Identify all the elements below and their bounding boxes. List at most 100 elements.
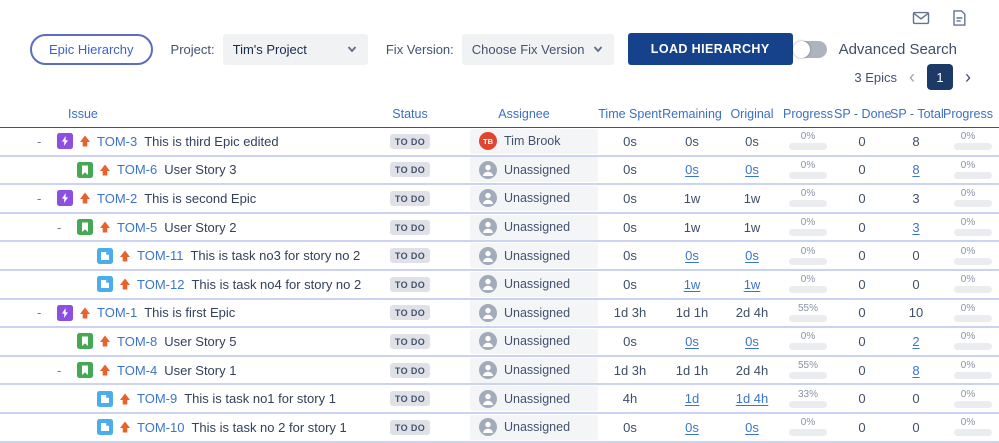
original-value: 2d 4h — [735, 305, 769, 321]
sp-done-value: 0 — [858, 276, 866, 292]
assignee-name: Unassigned — [504, 220, 571, 235]
remaining-value[interactable]: 0s — [685, 162, 699, 178]
table-row: TOM-10 This is task no 2 for story 1 TO … — [0, 414, 999, 443]
sp-progress: 0% — [942, 160, 994, 179]
issue-key-link[interactable]: TOM-1 — [97, 305, 138, 321]
issue-key-link[interactable]: TOM-6 — [117, 162, 158, 178]
assignee-cell: Unassigned — [450, 357, 598, 384]
load-hierarchy-button[interactable]: LOAD HIERARCHY — [627, 33, 793, 65]
status-cell: TO DO — [370, 248, 450, 264]
remaining-value[interactable]: 0s — [685, 248, 699, 264]
sp-total-value[interactable]: 2 — [912, 333, 920, 349]
assignee-field[interactable]: Unassigned — [470, 414, 598, 440]
status-badge: TO DO — [389, 391, 431, 407]
issue-cell: - TOM-1 This is first Epic — [28, 304, 370, 321]
priority-high-icon — [98, 363, 112, 377]
assignee-field[interactable]: Unassigned — [470, 214, 598, 240]
fix-version-select[interactable]: Choose Fix Version — [461, 33, 614, 65]
assignee-field[interactable]: Unassigned — [470, 271, 598, 297]
collapse-toggle[interactable]: - — [57, 219, 62, 235]
issue-cell: - TOM-3 This is third Epic edited — [28, 133, 370, 150]
issue-summary: User Story 3 — [164, 162, 237, 178]
sp-progress-bar — [954, 200, 992, 208]
sp-total-value[interactable]: 8 — [912, 162, 920, 178]
collapse-toggle[interactable]: - — [57, 362, 62, 378]
sp-total-value[interactable]: 8 — [912, 362, 920, 378]
original-value[interactable]: 0s — [745, 419, 759, 435]
unassigned-avatar-icon — [479, 275, 497, 294]
assignee-cell: Unassigned — [450, 185, 598, 212]
original-value[interactable]: 1w — [743, 276, 761, 292]
collapse-toggle[interactable]: - — [37, 133, 42, 149]
time-spent-value: 0s — [623, 276, 637, 292]
remaining-value[interactable]: 1d — [684, 391, 700, 407]
assignee-field[interactable]: TB Tim Brook — [470, 128, 598, 154]
sp-total-value[interactable]: 3 — [912, 219, 920, 235]
document-icon[interactable] — [949, 8, 969, 28]
remaining-value[interactable]: 0s — [685, 333, 699, 349]
epic-hierarchy-tab[interactable]: Epic Hierarchy — [30, 33, 153, 65]
assignee-field[interactable]: Unassigned — [470, 300, 598, 326]
prev-page-icon[interactable]: ‹ — [909, 67, 915, 87]
task-icon — [97, 419, 113, 436]
issue-key-link[interactable]: TOM-12 — [137, 276, 185, 292]
sp-progress: 0% — [942, 218, 994, 237]
assignee-cell: Unassigned — [450, 271, 598, 298]
chevron-down-icon — [347, 46, 357, 53]
assignee-field[interactable]: Unassigned — [470, 328, 598, 354]
status-cell: TO DO — [370, 190, 450, 206]
assignee-field[interactable]: Unassigned — [470, 243, 598, 269]
original-value[interactable]: 0s — [745, 162, 759, 178]
time-progress-label: 0% — [800, 131, 816, 143]
remaining-value[interactable]: 0s — [685, 419, 699, 435]
issue-key-link[interactable]: TOM-9 — [137, 391, 178, 407]
issue-key-link[interactable]: TOM-10 — [137, 419, 185, 435]
col-sp-progress: Progress — [942, 106, 994, 121]
assignee-field[interactable]: Unassigned — [470, 386, 598, 412]
collapse-toggle[interactable]: - — [37, 190, 42, 206]
issue-key-link[interactable]: TOM-3 — [97, 133, 138, 149]
issue-summary: This is task no3 for story no 2 — [190, 248, 361, 264]
sp-progress-bar — [954, 286, 992, 294]
story-icon — [77, 333, 93, 350]
priority-high-icon — [118, 249, 132, 263]
assignee-field[interactable]: Unassigned — [470, 357, 598, 383]
original-value[interactable]: 0s — [745, 248, 759, 264]
task-icon — [97, 390, 113, 407]
mail-icon[interactable] — [911, 8, 931, 28]
next-page-icon[interactable]: › — [965, 67, 971, 87]
advanced-search-toggle[interactable] — [792, 40, 827, 58]
remaining-value[interactable]: 1w — [683, 276, 701, 292]
issue-key-link[interactable]: TOM-2 — [97, 190, 138, 206]
current-page-button[interactable]: 1 — [927, 64, 953, 90]
collapse-toggle[interactable]: - — [37, 305, 42, 321]
issue-key-link[interactable]: TOM-4 — [117, 362, 158, 378]
col-time-spent: Time Spent — [598, 106, 662, 121]
toolbar: Epic Hierarchy Project: Tim's Project Fi… — [30, 33, 969, 65]
sp-progress: 0% — [942, 302, 994, 322]
sp-total-value: 0 — [912, 419, 920, 435]
status-badge: TO DO — [389, 162, 431, 178]
sp-progress-bar — [954, 257, 992, 265]
sp-progress-label: 0% — [960, 245, 976, 257]
issue-key-link[interactable]: TOM-5 — [117, 219, 158, 235]
issue-key-link[interactable]: TOM-11 — [137, 248, 184, 264]
assignee-field[interactable]: Unassigned — [470, 157, 598, 183]
priority-high-icon — [78, 191, 92, 205]
time-progress-label: 55% — [797, 302, 818, 314]
time-progress: 0% — [782, 131, 834, 151]
sp-total-value: 0 — [912, 276, 920, 292]
issue-summary: This is task no 2 for story 1 — [191, 419, 347, 435]
sp-progress: 0% — [942, 332, 994, 351]
original-value[interactable]: 1d 4h — [735, 391, 769, 407]
assignee-name: Unassigned — [504, 277, 571, 292]
project-select[interactable]: Tim's Project — [222, 33, 368, 65]
sp-progress-label: 0% — [960, 302, 976, 314]
issue-key-link[interactable]: TOM-8 — [117, 333, 158, 349]
time-progress-label: 0% — [800, 159, 816, 171]
assignee-name: Tim Brook — [504, 134, 561, 149]
original-value[interactable]: 0s — [745, 333, 759, 349]
assignee-field[interactable]: Unassigned — [470, 185, 598, 211]
time-progress-bar — [789, 343, 827, 351]
status-cell: TO DO — [370, 305, 450, 321]
